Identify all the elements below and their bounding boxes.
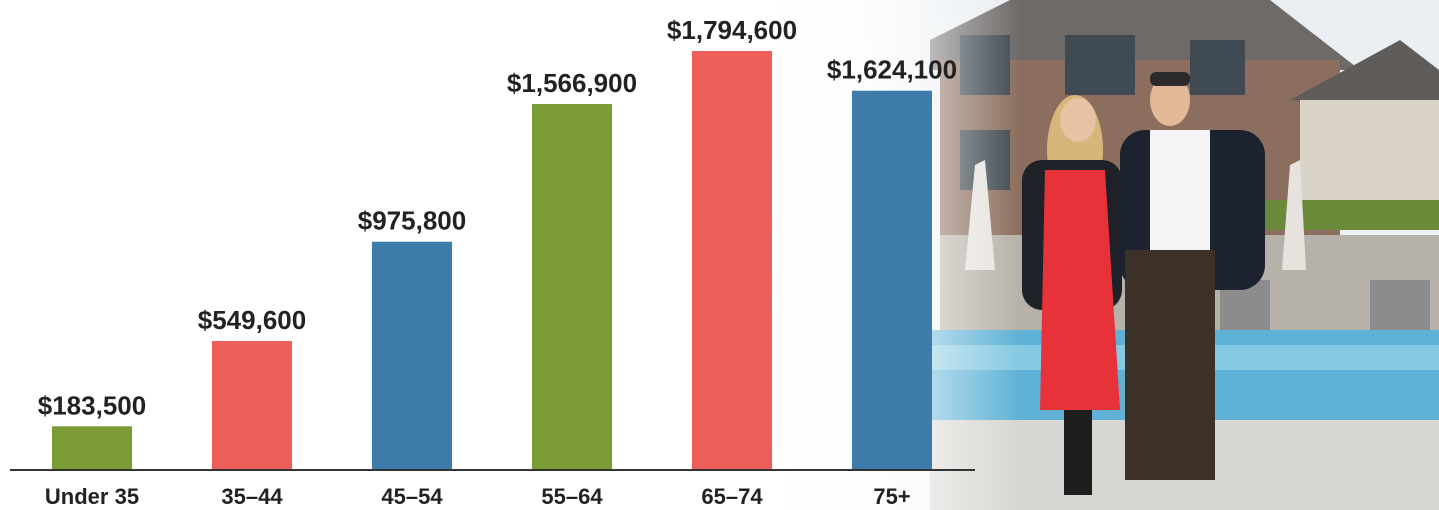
value-label: $183,500 xyxy=(38,390,146,420)
value-label: $1,794,600 xyxy=(667,15,797,45)
value-label: $975,800 xyxy=(358,206,466,236)
x-tick-label: 35–44 xyxy=(221,484,283,509)
x-tick-label: Under 35 xyxy=(45,484,139,509)
x-tick-label: 75+ xyxy=(873,484,910,509)
x-tick-label: 55–64 xyxy=(541,484,603,509)
bar xyxy=(692,51,772,469)
bar xyxy=(52,426,132,469)
value-label: $549,600 xyxy=(198,305,306,335)
x-tick-label: 65–74 xyxy=(701,484,763,509)
value-label: $1,566,900 xyxy=(507,68,637,98)
bar xyxy=(212,340,292,469)
bar xyxy=(852,90,932,470)
x-tick-label: 45–54 xyxy=(381,484,443,509)
bar xyxy=(532,104,612,470)
value-label: $1,624,100 xyxy=(827,55,957,85)
bar xyxy=(372,241,452,469)
